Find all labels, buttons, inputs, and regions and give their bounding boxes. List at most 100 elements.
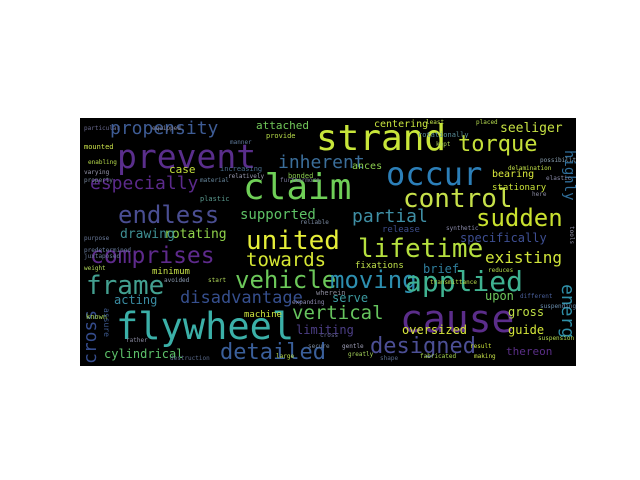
word-machine: machine xyxy=(244,310,282,320)
word-relatively: relatively xyxy=(228,173,265,180)
word-provide: provide xyxy=(266,132,296,140)
word-bonded: bonded xyxy=(288,172,314,180)
word-gentle: gentle xyxy=(342,343,364,350)
word-here: here xyxy=(532,191,547,198)
word-specifically: specifically xyxy=(460,231,547,245)
word-prevent: prevent xyxy=(117,137,257,176)
word-fixations: fixations xyxy=(355,261,404,271)
word-endless: endless xyxy=(118,201,220,229)
word-possibility: possibility xyxy=(540,157,576,164)
word-transmittance: transmittance xyxy=(430,279,477,286)
word-detailed: detailed xyxy=(220,340,326,365)
word-thereon: thereon xyxy=(506,345,553,358)
word-greatly: greatly xyxy=(348,351,374,358)
word-serve: serve xyxy=(332,291,369,305)
word-increasing: increasing xyxy=(220,165,263,173)
word-stationary: stationary xyxy=(492,183,547,193)
word-drawing: drawing xyxy=(120,227,175,242)
word-particular: particular xyxy=(84,125,121,132)
word-designed: designed xyxy=(370,334,476,359)
word-partial: partial xyxy=(352,206,428,227)
word-delamination: delamination xyxy=(508,165,552,172)
word-equipped: equipped xyxy=(152,125,181,132)
word-expanding: expanding xyxy=(292,299,325,306)
word-varying: varying xyxy=(84,169,110,176)
word-avoided: avoided xyxy=(164,277,190,284)
word-different: different xyxy=(520,293,553,300)
word-existing: existing xyxy=(485,248,563,267)
word-sudden: sudden xyxy=(476,204,563,232)
word-inherent: inherent xyxy=(278,152,365,173)
word-energ: energ xyxy=(557,284,576,339)
word-minimum: minimum xyxy=(152,267,190,277)
word-supported: supported xyxy=(240,207,316,223)
word-especially: especially xyxy=(90,173,199,194)
word-purpose: purpose xyxy=(84,235,110,242)
word-start: start xyxy=(208,277,227,284)
word-seeliger: seeliger xyxy=(500,121,563,136)
word-property: property xyxy=(84,177,113,184)
word-lifetime: lifetime xyxy=(358,234,484,264)
word-united: united xyxy=(246,226,340,256)
word-large: large xyxy=(276,353,295,360)
word-bearing: bearing xyxy=(492,169,535,180)
word-juxtaposed: juxtaposed xyxy=(84,253,121,260)
word-cause: cause xyxy=(400,297,515,341)
word-claim: claim xyxy=(243,167,352,208)
word-flywheel: flywheel xyxy=(116,305,295,348)
word-enabling: enabling xyxy=(88,159,117,166)
word-strand: strand xyxy=(316,118,447,159)
word-secure: secure xyxy=(308,343,330,350)
word-applied: applied xyxy=(405,265,524,298)
word-disadvantage: disadvantage xyxy=(180,288,303,308)
word-vertical: vertical xyxy=(292,302,384,324)
word-rotationally: rotationally xyxy=(418,131,469,139)
word-fabricated: fabricated xyxy=(420,353,457,360)
word-placed: placed xyxy=(476,119,498,126)
word-reduces: reduces xyxy=(488,267,514,274)
word-cylindrical: cylindrical xyxy=(104,347,184,361)
word-shape: shape xyxy=(380,355,399,362)
word-occur: occur xyxy=(386,155,483,193)
word-towards: towards xyxy=(246,249,327,271)
word-control: control xyxy=(403,184,513,214)
word-rotating: rotating xyxy=(164,227,227,242)
word-wherein: wherein xyxy=(316,289,346,297)
word-torque: torque xyxy=(458,132,538,157)
word-comprises: comprises xyxy=(90,243,215,269)
word-brief: brief xyxy=(423,262,460,276)
word-manner: manner xyxy=(230,139,252,146)
word-rather: rather xyxy=(126,337,148,344)
word-furthermore: furthermore xyxy=(280,177,320,184)
word-destruction: destruction xyxy=(170,355,210,362)
word-elastic: elastic xyxy=(546,175,572,182)
word-weight: weight xyxy=(84,265,106,272)
word-predetermined: predetermined xyxy=(84,247,131,254)
word-release: release xyxy=(382,225,420,235)
word-suspension: suspension xyxy=(538,335,575,342)
word-material: material xyxy=(200,177,229,184)
word-tools: tools xyxy=(568,226,575,245)
word-acting: acting xyxy=(114,293,158,307)
word-moving: moving xyxy=(330,266,417,294)
word-propensity: propensity xyxy=(110,118,219,139)
word-attached: attached xyxy=(256,119,309,132)
word-least: least xyxy=(426,119,445,126)
word-synthetic: synthetic xyxy=(446,225,479,232)
word-suspending: suspending xyxy=(540,303,576,310)
word-plastic: plastic xyxy=(200,195,230,203)
word-ances: ances xyxy=(352,161,383,172)
word-assure: assure xyxy=(102,308,111,337)
word-gross: gross xyxy=(508,305,545,319)
word-case: case xyxy=(169,163,196,176)
word-oversized: oversized xyxy=(402,323,468,337)
word-cloud: flywheel cause strand claim occur preven… xyxy=(80,118,576,366)
word-frame: frame xyxy=(86,271,165,301)
word-centering: centering xyxy=(374,119,429,130)
word-limiting: limiting xyxy=(296,323,354,337)
word-upon: upon xyxy=(485,289,514,303)
word-kept: kept xyxy=(436,141,451,148)
word-guide: guide xyxy=(508,323,545,337)
word-making: making xyxy=(474,353,496,360)
word-vehicle: vehicle xyxy=(235,266,337,294)
